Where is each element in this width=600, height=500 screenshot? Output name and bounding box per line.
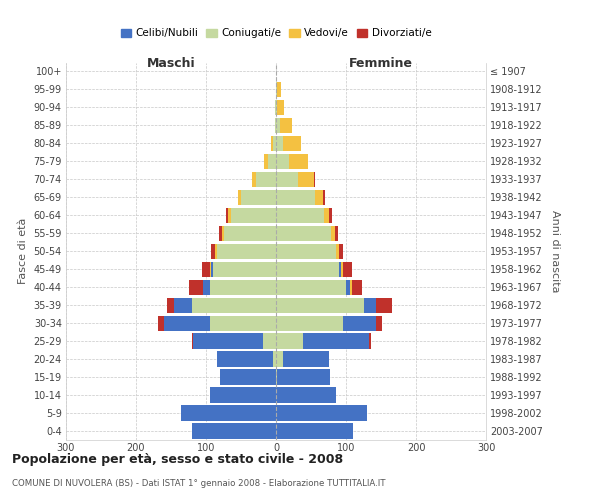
Bar bbox=[276, 406, 367, 420]
Bar bbox=[217, 352, 273, 366]
Bar bbox=[229, 208, 230, 223]
Bar bbox=[302, 334, 369, 349]
Bar bbox=[343, 316, 376, 331]
Bar bbox=[209, 388, 276, 402]
Bar bbox=[276, 298, 364, 313]
Bar bbox=[343, 262, 352, 277]
Bar bbox=[220, 370, 276, 384]
Bar bbox=[256, 172, 276, 187]
Bar bbox=[289, 154, 308, 169]
Bar bbox=[167, 298, 175, 313]
Bar bbox=[210, 262, 211, 277]
Bar bbox=[283, 136, 301, 151]
Legend: Celibi/Nubili, Coniugati/e, Vedovi/e, Divorziati/e: Celibi/Nubili, Coniugati/e, Vedovi/e, Di… bbox=[116, 24, 436, 42]
Bar bbox=[276, 82, 277, 97]
Bar bbox=[280, 118, 292, 133]
Text: Femmine: Femmine bbox=[349, 57, 413, 70]
Bar bbox=[276, 244, 335, 259]
Bar bbox=[158, 316, 164, 331]
Bar bbox=[226, 208, 229, 223]
Bar bbox=[164, 316, 209, 331]
Bar bbox=[283, 352, 329, 366]
Bar bbox=[276, 226, 331, 241]
Text: COMUNE DI NUVOLERA (BS) - Dati ISTAT 1° gennaio 2008 - Elaborazione TUTTITALIA.I: COMUNE DI NUVOLERA (BS) - Dati ISTAT 1° … bbox=[12, 479, 386, 488]
Bar bbox=[193, 334, 263, 349]
Bar bbox=[276, 388, 335, 402]
Bar bbox=[264, 154, 268, 169]
Bar bbox=[339, 244, 343, 259]
Bar bbox=[277, 100, 284, 115]
Bar bbox=[376, 316, 382, 331]
Bar bbox=[275, 118, 276, 133]
Bar bbox=[276, 334, 302, 349]
Bar bbox=[298, 172, 314, 187]
Bar bbox=[339, 262, 341, 277]
Bar bbox=[314, 172, 315, 187]
Bar bbox=[272, 136, 276, 151]
Bar bbox=[275, 100, 276, 115]
Bar bbox=[276, 424, 353, 438]
Bar bbox=[276, 280, 346, 295]
Bar bbox=[276, 262, 339, 277]
Bar bbox=[211, 244, 215, 259]
Bar bbox=[222, 226, 223, 241]
Bar bbox=[192, 424, 276, 438]
Text: Popolazione per età, sesso e stato civile - 2008: Popolazione per età, sesso e stato civil… bbox=[12, 452, 343, 466]
Bar bbox=[271, 136, 272, 151]
Bar bbox=[277, 82, 281, 97]
Bar bbox=[329, 208, 332, 223]
Bar bbox=[276, 118, 280, 133]
Bar bbox=[369, 334, 371, 349]
Bar bbox=[209, 280, 276, 295]
Bar bbox=[277, 370, 330, 384]
Bar bbox=[335, 244, 339, 259]
Bar bbox=[276, 208, 323, 223]
Y-axis label: Fasce di età: Fasce di età bbox=[18, 218, 28, 284]
Bar bbox=[230, 208, 276, 223]
Bar bbox=[350, 280, 352, 295]
Bar bbox=[346, 280, 350, 295]
Bar bbox=[263, 334, 276, 349]
Bar bbox=[203, 280, 209, 295]
Bar bbox=[192, 334, 193, 349]
Text: Maschi: Maschi bbox=[146, 57, 196, 70]
Bar bbox=[276, 370, 277, 384]
Bar bbox=[276, 352, 283, 366]
Bar bbox=[273, 352, 276, 366]
Bar bbox=[181, 406, 276, 420]
Bar bbox=[217, 244, 276, 259]
Bar bbox=[314, 190, 323, 205]
Bar bbox=[268, 154, 276, 169]
Bar bbox=[223, 226, 276, 241]
Bar bbox=[276, 190, 314, 205]
Bar bbox=[276, 154, 289, 169]
Bar bbox=[213, 262, 276, 277]
Bar bbox=[175, 298, 192, 313]
Bar bbox=[202, 262, 210, 277]
Bar bbox=[188, 280, 203, 295]
Bar bbox=[215, 244, 217, 259]
Bar bbox=[376, 298, 392, 313]
Bar bbox=[241, 190, 276, 205]
Bar bbox=[276, 172, 298, 187]
Bar bbox=[335, 226, 338, 241]
Bar bbox=[276, 136, 283, 151]
Bar bbox=[238, 190, 241, 205]
Bar bbox=[218, 226, 222, 241]
Bar bbox=[192, 298, 276, 313]
Bar bbox=[323, 190, 325, 205]
Bar bbox=[209, 316, 276, 331]
Bar bbox=[252, 172, 256, 187]
Bar bbox=[211, 262, 213, 277]
Bar bbox=[276, 100, 277, 115]
Bar bbox=[331, 226, 335, 241]
Bar bbox=[341, 262, 343, 277]
Bar bbox=[323, 208, 329, 223]
Bar bbox=[364, 298, 376, 313]
Bar bbox=[276, 316, 343, 331]
Bar bbox=[352, 280, 362, 295]
Y-axis label: Anni di nascita: Anni di nascita bbox=[550, 210, 560, 292]
